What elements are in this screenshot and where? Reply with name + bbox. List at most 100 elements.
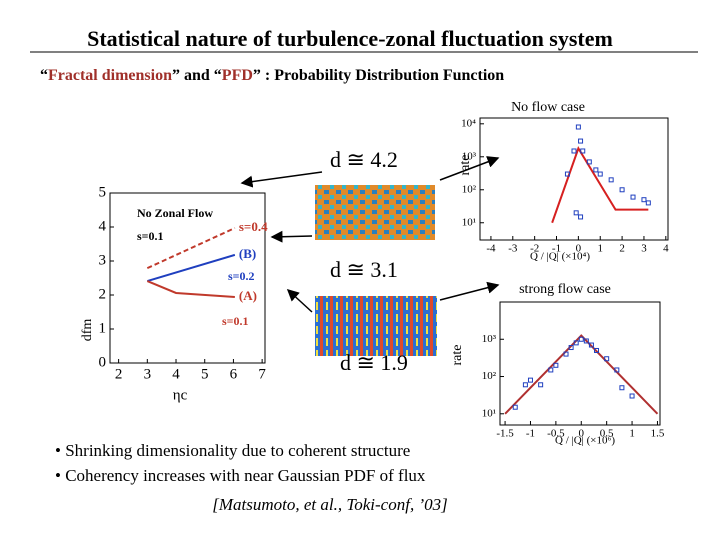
annotation: s=0.1 (222, 314, 249, 328)
series-label: (B) (239, 246, 256, 261)
point (512, 404, 518, 410)
series-line (146, 227, 236, 270)
y-tick-label: 10³ (482, 333, 497, 345)
x-tick-label: 4 (172, 366, 180, 382)
point (538, 382, 544, 388)
y-tick-label: 5 (99, 184, 107, 200)
point (553, 362, 559, 368)
x-tick-label: 1.5 (651, 427, 665, 439)
point (568, 345, 574, 351)
y-axis-label: dfm (80, 319, 95, 342)
point (604, 356, 610, 362)
point (586, 159, 592, 165)
point (563, 351, 569, 357)
x-tick-label: 3 (641, 242, 647, 254)
point (645, 200, 651, 206)
x-tick-label: 1 (629, 427, 635, 439)
point (630, 194, 636, 200)
point (578, 214, 584, 220)
point (629, 393, 635, 399)
dimension-label: d ≅ 3.1 (330, 257, 398, 282)
point (593, 167, 599, 173)
y-axis-label: rate (458, 155, 473, 176)
point (619, 385, 625, 391)
dimension-label: d ≅ 1.9 (340, 350, 408, 375)
point (578, 138, 584, 144)
slide-title: Statistical nature of turbulence-zonal f… (87, 26, 613, 51)
annotation: No Zonal Flow (137, 206, 213, 220)
series-line (147, 253, 236, 283)
point (522, 382, 528, 388)
y-tick-label: 0 (99, 354, 107, 370)
plot-frame (499, 301, 661, 426)
plot-frame (479, 117, 669, 241)
x-axis-label: ηc (173, 387, 188, 403)
plot-title: No flow case (511, 100, 585, 115)
point (578, 336, 584, 342)
point (575, 124, 581, 130)
series-line (504, 334, 659, 415)
y-tick-label: 3 (99, 252, 107, 268)
y-tick-label: 10¹ (462, 216, 476, 228)
x-tick-label: 0 (576, 242, 582, 254)
citation: [Matsumoto, et al., Toki-conf, ’03] (212, 495, 447, 514)
x-tick-label: 5 (201, 366, 209, 382)
x-tick-label: 6 (230, 366, 238, 382)
point (571, 148, 577, 154)
series-line (146, 280, 235, 299)
point (573, 210, 579, 216)
point (573, 340, 579, 346)
point (527, 377, 533, 383)
point (597, 171, 603, 177)
y-tick-label: 10⁴ (461, 117, 476, 129)
point (608, 177, 614, 183)
subtitle-part: ” and “ (172, 67, 222, 84)
subtitle-part: ” : Probability Distribution Function (253, 67, 504, 84)
point (548, 367, 554, 373)
turbulence-image (315, 185, 435, 240)
turbulence-image (315, 296, 437, 356)
series-label: (A) (239, 288, 257, 303)
annotation: s=0.2 (228, 269, 255, 283)
x-tick-label: -1 (526, 427, 535, 439)
plot-title: strong flow case (519, 282, 611, 297)
series-label: s=0.4 (239, 219, 268, 234)
x-tick-label: 0 (579, 427, 585, 439)
x-tick-label: 3 (144, 366, 152, 382)
point (641, 197, 647, 203)
y-tick-label: 10¹ (482, 407, 496, 419)
y-tick-label: 4 (99, 218, 107, 234)
point (619, 187, 625, 193)
series-line (551, 146, 649, 224)
x-tick-label: 4 (663, 242, 669, 254)
x-tick-label: -1.5 (496, 427, 514, 439)
bullet: • Coherency increases with near Gaussian… (55, 466, 426, 485)
x-tick-label: 0.5 (600, 427, 614, 439)
point (614, 367, 620, 373)
y-tick-label: 1 (99, 320, 107, 336)
arrows (240, 156, 500, 313)
x-tick-label: -0.5 (547, 427, 565, 439)
y-tick-label: 10³ (462, 150, 477, 162)
x-axis-label: Q / |Q| (×10⁴) (530, 251, 590, 263)
x-tick-label: 7 (258, 366, 266, 382)
y-tick-label: 10² (462, 183, 477, 195)
dimension-label: d ≅ 4.2 (330, 147, 398, 172)
x-tick-label: 1 (597, 242, 603, 254)
x-tick-label: -3 (508, 242, 518, 254)
y-axis-label: rate (450, 345, 465, 366)
annotation: s=0.1 (137, 229, 164, 243)
subtitle-term: PFD (222, 67, 253, 84)
subtitle-part: “ (40, 67, 48, 84)
y-tick-label: 2 (99, 286, 107, 302)
x-axis-label: Q / |Q| (×10⁶) (555, 435, 615, 447)
subtitle-term: Fractal dimension (48, 67, 172, 84)
x-tick-label: -4 (486, 242, 496, 254)
point (588, 342, 594, 348)
subtitle: “Fractal dimension” and “PFD” : Probabil… (40, 67, 504, 84)
x-tick-label: -1 (552, 242, 561, 254)
plot-frame (109, 192, 266, 364)
point (580, 148, 586, 154)
x-tick-label: 2 (115, 366, 123, 382)
